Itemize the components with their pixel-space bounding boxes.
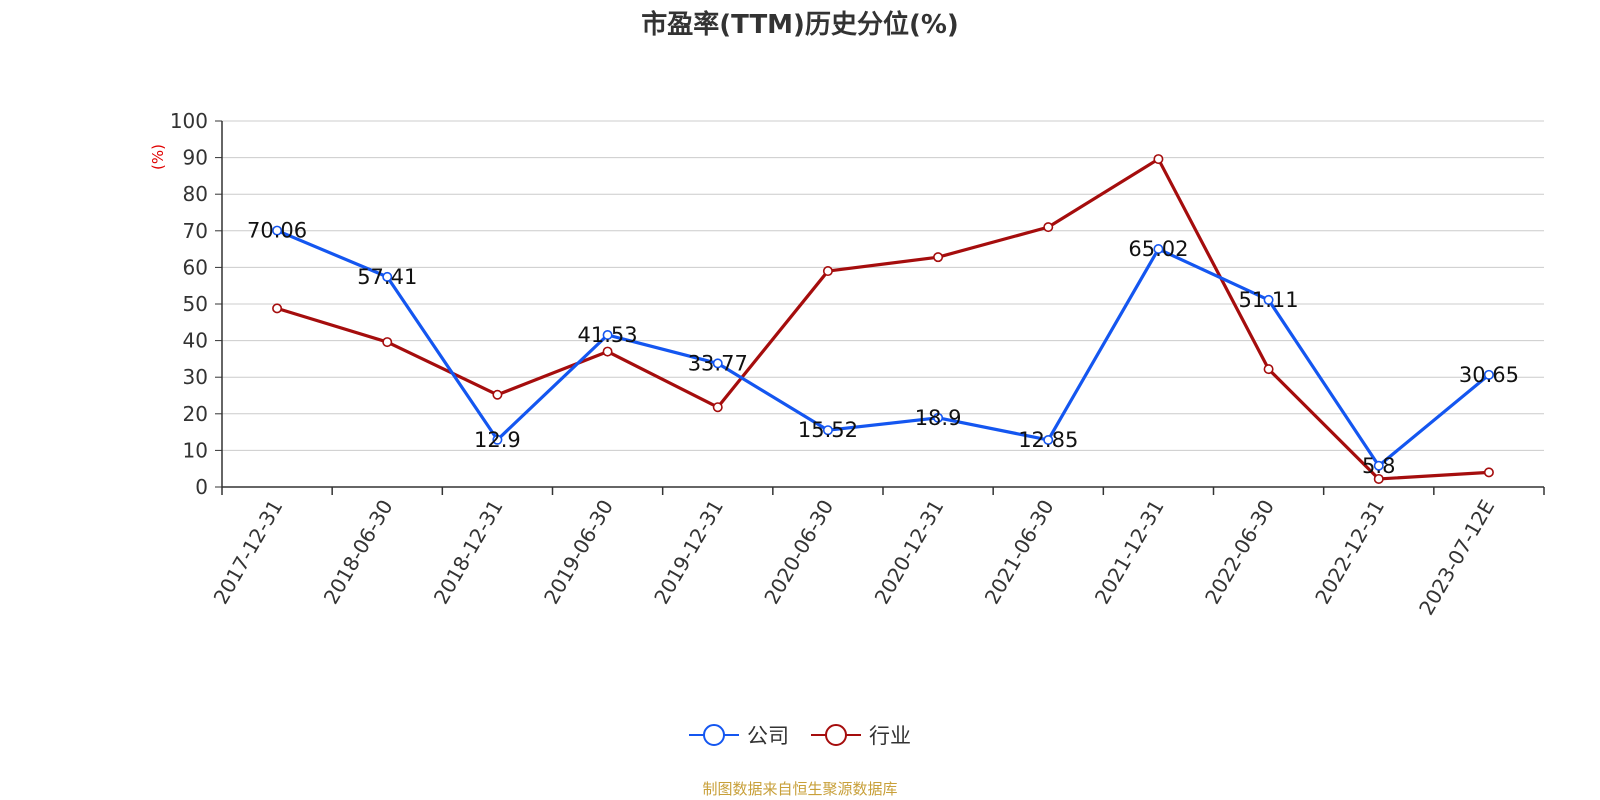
x-tick-label: 2019-12-31 bbox=[649, 496, 728, 609]
data-label: 5.8 bbox=[1362, 454, 1395, 478]
data-point-1 bbox=[1153, 154, 1164, 165]
chart-title: 市盈率(TTM)历史分位(%) bbox=[641, 10, 959, 40]
data-point-0 bbox=[382, 271, 393, 282]
data-point-1 bbox=[822, 266, 833, 277]
data-point-0 bbox=[492, 434, 503, 445]
data-label: 30.65 bbox=[1459, 363, 1519, 387]
data-point-1 bbox=[1373, 473, 1384, 484]
x-tick-label: 2022-06-30 bbox=[1200, 496, 1279, 609]
legend-line-circle-icon bbox=[689, 724, 739, 746]
data-point-1 bbox=[602, 346, 613, 357]
data-label: 57.41 bbox=[357, 265, 417, 289]
legend-item[interactable]: 行业 bbox=[811, 720, 911, 750]
x-tick-label: 2021-12-31 bbox=[1090, 496, 1169, 609]
data-point-1 bbox=[712, 402, 723, 413]
x-tick-label: 2018-12-31 bbox=[429, 495, 508, 608]
data-point-1 bbox=[1483, 467, 1494, 478]
data-label: 15.52 bbox=[798, 418, 858, 442]
data-point-1 bbox=[492, 389, 503, 400]
y-tick-label: 80 bbox=[183, 182, 208, 206]
source-note: 制图数据来自恒生聚源数据库 bbox=[702, 780, 898, 798]
data-label: 51.11 bbox=[1239, 288, 1299, 312]
x-tick-label: 2021-06-30 bbox=[980, 496, 1059, 609]
y-tick-label: 90 bbox=[183, 146, 208, 170]
data-point-1 bbox=[933, 252, 944, 263]
data-point-1 bbox=[382, 337, 393, 348]
data-point-0 bbox=[272, 225, 283, 236]
data-point-0 bbox=[1373, 460, 1384, 471]
chart-plot: 0 10 20 30 40 50 60 70 80 90 100(%) 2017-12-31 2018-… bbox=[149, 109, 1545, 620]
y-tick-label: 50 bbox=[183, 292, 208, 316]
data-label: 12.9 bbox=[474, 428, 521, 452]
y-tick-label: 70 bbox=[183, 219, 208, 243]
y-tick-label: 10 bbox=[183, 438, 208, 462]
chart-legend: 公司 行业 bbox=[0, 720, 1600, 750]
x-tick-label: 2022-12-31 bbox=[1310, 496, 1389, 609]
data-point-0 bbox=[822, 425, 833, 436]
y-tick-label: 100 bbox=[170, 109, 208, 133]
x-tick-label: 2020-12-31 bbox=[870, 495, 949, 608]
data-point-1 bbox=[1043, 222, 1054, 233]
y-tick-label: 20 bbox=[183, 402, 208, 426]
data-point-0 bbox=[712, 358, 723, 369]
data-label: 12.85 bbox=[1018, 428, 1078, 452]
data-label: 65.02 bbox=[1128, 237, 1188, 261]
data-point-0 bbox=[602, 330, 613, 341]
data-label: 41.53 bbox=[578, 323, 638, 347]
legend-line-circle-icon bbox=[811, 724, 861, 746]
y-tick-label: 0 bbox=[195, 475, 208, 499]
legend-item[interactable]: 公司 bbox=[689, 720, 789, 750]
data-label: 33.77 bbox=[688, 351, 748, 375]
x-tick-label: 2019-06-30 bbox=[539, 496, 618, 609]
data-label: 70.06 bbox=[247, 219, 307, 243]
x-tick-label: 2023-07-12E bbox=[1414, 496, 1499, 620]
legend-label: 公司 bbox=[747, 724, 789, 748]
series-line-0 bbox=[275, 228, 1491, 468]
data-point-1 bbox=[272, 303, 283, 314]
data-point-0 bbox=[1263, 294, 1274, 305]
y-tick-label: 30 bbox=[183, 365, 208, 389]
legend-circle bbox=[825, 724, 847, 746]
series-line-1 bbox=[275, 157, 1491, 481]
y-axis-title: (%) bbox=[149, 144, 167, 170]
data-label: 18.9 bbox=[915, 406, 962, 430]
y-tick-label: 40 bbox=[183, 329, 208, 353]
x-tick-label: 2018-06-30 bbox=[319, 496, 398, 609]
legend-circle bbox=[703, 724, 725, 746]
y-tick-label: 60 bbox=[183, 255, 208, 279]
data-point-0 bbox=[1153, 244, 1164, 255]
x-tick-label: 2017-12-31 bbox=[209, 496, 288, 609]
data-point-0 bbox=[1043, 434, 1054, 445]
x-tick-label: 2020-06-30 bbox=[759, 496, 838, 609]
data-point-1 bbox=[1263, 364, 1274, 375]
data-point-0 bbox=[1483, 369, 1494, 380]
legend-label: 行业 bbox=[869, 724, 911, 748]
data-point-0 bbox=[933, 412, 944, 423]
